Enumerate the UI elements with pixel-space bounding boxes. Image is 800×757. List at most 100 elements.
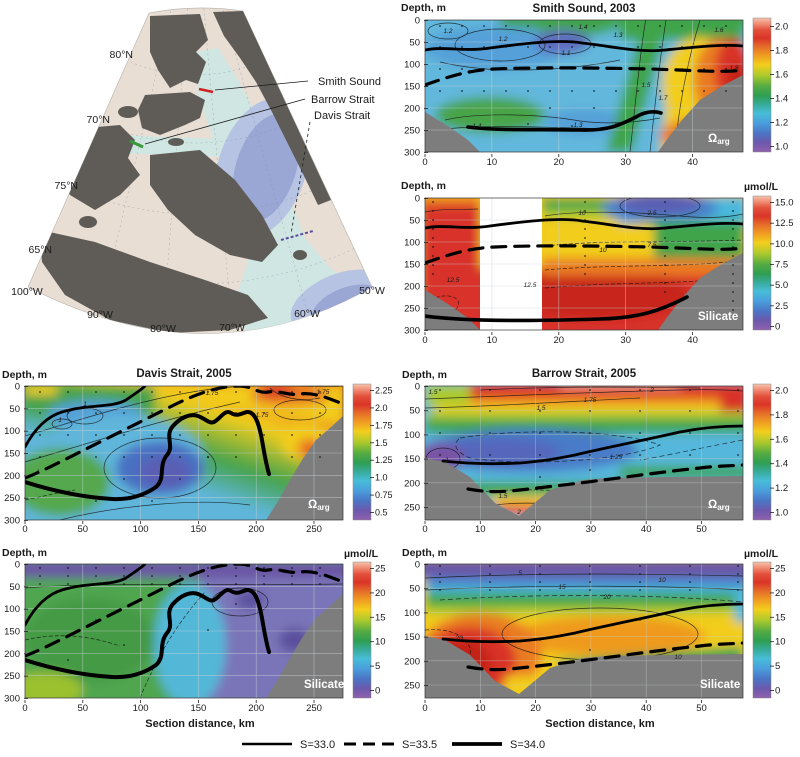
svg-text:10: 10 [599,247,607,254]
silicate-label: Silicate [698,311,738,323]
smith-silicate-contour-labels: 10 2.5 7.5 10 12.5 12.5 [447,210,657,289]
smith-omega-stations [439,25,727,127]
svg-text:2.5: 2.5 [775,301,788,312]
svg-text:200: 200 [404,282,420,293]
svg-text:10: 10 [658,577,666,584]
svg-text:250: 250 [4,493,20,504]
svg-text:150: 150 [190,524,206,535]
svg-text:15: 15 [775,612,786,623]
svg-text:30: 30 [620,335,631,346]
svg-text:50°W: 50°W [359,285,385,297]
svg-text:2.0: 2.0 [375,403,388,413]
svg-text:15: 15 [558,584,566,591]
smith-sound-section-mark [198,87,214,94]
davis-omega-grid [25,386,343,520]
davis-silicate-colorbar [352,561,372,699]
svg-text:1.5: 1.5 [641,82,650,89]
smith-omega-colorbar-ticks: 2.0 1.8 1.6 1.4 1.2 1.0 [770,22,788,153]
svg-text:150: 150 [404,632,420,643]
svg-text:150: 150 [4,448,20,459]
svg-text:100: 100 [404,430,420,441]
panel-davis-omega: 1.75 1.75 1.75 1 1 1 Depth, m Davis Strait, 2… [2,368,393,535]
svg-text:1.5: 1.5 [536,405,545,412]
barrow-omega-contours [425,386,743,507]
svg-text:50: 50 [696,524,707,535]
svg-text:100: 100 [4,426,20,437]
svg-text:1.75: 1.75 [206,390,219,397]
svg-text:200: 200 [248,524,264,535]
svg-text:50: 50 [78,703,89,714]
svg-text:100: 100 [4,604,20,615]
smith-silicate-colorbar [752,195,772,331]
svg-text:1.2: 1.2 [443,28,452,35]
unit-label: µmol/L [344,548,379,560]
svg-text:0: 0 [22,524,27,535]
smith-omega-yaxis: 0 50 100 150 200 250 300 [404,16,428,159]
smith-omega-colorbar [752,17,772,153]
davis-omega-xaxis: 0 50 100 150 200 250 [22,521,322,535]
svg-text:0.75: 0.75 [375,490,393,500]
svg-text:12.5: 12.5 [447,277,460,284]
x-axis-title: Section distance, km [545,718,655,730]
barrow-silicate-isohalines [441,602,743,672]
svg-text:1.75: 1.75 [584,397,597,404]
salinity-legend: S=33.0 S=33.5 S=34.0 [242,739,545,751]
depth-axis-label: Depth, m [2,369,47,381]
svg-text:1.4: 1.4 [775,459,788,470]
svg-text:1.3: 1.3 [613,32,622,39]
svg-text:250: 250 [404,126,420,137]
davis-silicate-bathymetry [266,594,343,698]
map-leader-lines [144,80,311,235]
svg-text:10: 10 [375,637,386,648]
svg-text:20: 20 [530,703,541,714]
map-site-labels: Smith Sound Barrow Strait Davis Strait [311,76,381,122]
svg-text:1.25: 1.25 [610,454,623,461]
svg-text:0: 0 [15,560,20,571]
svg-text:150: 150 [4,626,20,637]
barrow-omega-contour-labels: 1.5 2 1.75 1.5 1.25 1.5 2 1 [428,387,654,516]
svg-text:30: 30 [586,703,597,714]
barrow-omega-isohalines [441,424,743,494]
panel-smith-silicate: 10 2.5 7.5 10 12.5 12.5 Depth, m µmol/L 0 50 10… [401,180,794,346]
map-lon-labels: 100°W 90°W 80°W 70°W 60°W 50°W [11,285,385,335]
svg-text:300: 300 [404,148,420,159]
svg-text:150: 150 [404,260,420,271]
omega-label: Ωarg [308,499,330,512]
svg-text:1: 1 [83,401,87,408]
smith-silicate-stations [432,201,734,311]
svg-text:10: 10 [674,654,682,661]
depth-axis-label: Depth, m [402,369,447,381]
svg-text:100: 100 [133,524,149,535]
svg-text:1.1: 1.1 [561,50,570,57]
svg-text:2.0: 2.0 [775,386,788,397]
panel-smith-omega: 1.2 1.2 1.4 1.3 1.1 1.5 1.7 1.4 1.3 1.6 1.8 Depth,… [401,2,788,168]
legend-label-s33: S=33.0 [300,739,335,751]
barrow-silicate-border [424,563,744,699]
barrow-silicate-yaxis: 0 50 100 150 200 250 [404,560,428,692]
svg-text:30: 30 [586,524,597,535]
svg-text:10: 10 [775,637,786,648]
svg-text:0: 0 [422,524,427,535]
svg-text:5.0: 5.0 [775,280,788,291]
svg-text:40: 40 [687,157,698,168]
panel-title-davis: Davis Strait, 2005 [136,368,232,380]
map-lat-labels: 80°N 70°N 75°N 65°N [29,49,133,256]
svg-text:1: 1 [58,417,62,424]
barrow-silicate-xaxis: 0 10 20 30 40 50 [422,700,707,714]
svg-text:40: 40 [687,335,698,346]
svg-text:20: 20 [554,335,565,346]
svg-text:200: 200 [4,649,20,660]
svg-text:1.8: 1.8 [729,65,738,72]
svg-text:1.4: 1.4 [578,24,587,31]
davis-omega-yaxis: 0 50 100 150 200 250 300 [4,382,28,526]
legend-label-s34: S=34.0 [510,739,545,751]
svg-text:1.75: 1.75 [256,412,269,419]
svg-text:1.5: 1.5 [375,438,388,448]
barrow-silicate-colorbar [752,561,772,699]
svg-text:2: 2 [516,509,521,516]
svg-text:200: 200 [4,471,20,482]
svg-text:50: 50 [409,216,420,227]
svg-text:90°W: 90°W [87,309,113,321]
svg-text:50: 50 [9,582,20,593]
